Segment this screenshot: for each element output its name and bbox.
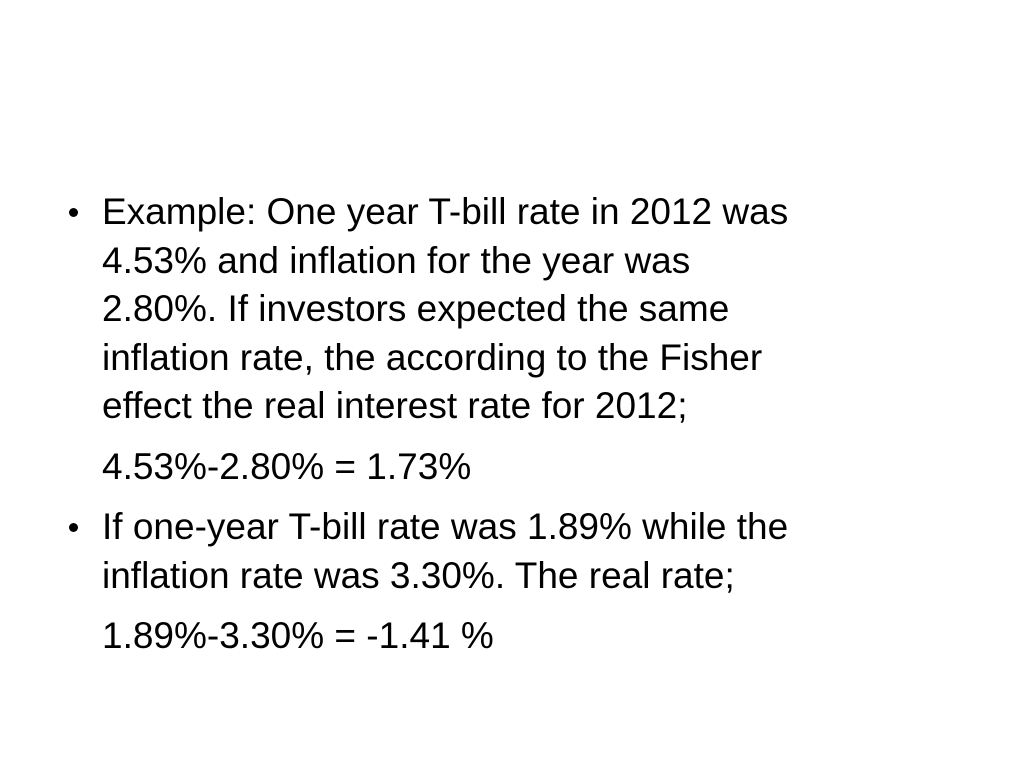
bullet-list: Example: One year T-bill rate in 2012 wa… bbox=[69, 188, 1002, 661]
text-line: inflation rate, the according to the Fis… bbox=[102, 336, 763, 378]
formula-item: 1.89%-3.30% = -1.41 % bbox=[102, 612, 1002, 661]
bullet-dot bbox=[69, 208, 78, 217]
bullet-item: Example: One year T-bill rate in 2012 wa… bbox=[69, 188, 1002, 431]
text-line: 2.80%. If investors expected the same bbox=[102, 288, 730, 329]
bullet-dot bbox=[69, 523, 78, 532]
formula-item: 4.53%-2.80% = 1.73% bbox=[102, 443, 1002, 492]
text-line: Example: One year T-bill rate in 2012 wa… bbox=[102, 191, 789, 232]
bullet-item: If one-year T-bill rate was 1.89% while … bbox=[69, 503, 1002, 600]
text-line: 4.53% and inflation for the year was bbox=[102, 239, 691, 281]
text-line: 4.53%-2.80% = 1.73% bbox=[102, 445, 472, 487]
text-line: If one-year T-bill rate was 1.89% while … bbox=[102, 506, 789, 547]
text-line: 1.89%-3.30% = -1.41 % bbox=[102, 615, 494, 656]
text-line: effect the real interest rate for 2012; bbox=[102, 385, 688, 426]
text-line: inflation rate was 3.30%. The real rate; bbox=[102, 554, 735, 596]
